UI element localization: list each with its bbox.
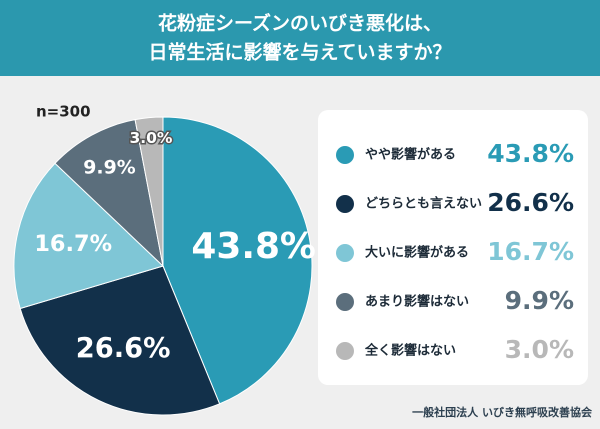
legend-swatch xyxy=(336,342,354,360)
legend-label: 全く影響はない xyxy=(364,343,456,359)
chart-title: 花粉症シーズンのいびき悪化は、 xyxy=(158,12,442,35)
slice-label: 16.7% xyxy=(34,231,112,257)
chart-title: 日常生活に影響を与えていますか？ xyxy=(148,41,451,64)
pie-slice xyxy=(13,162,164,310)
slice-label: 43.8% xyxy=(191,226,316,267)
legend-label: 大いに影響がある xyxy=(365,245,469,261)
legend-value: 26.6% xyxy=(487,188,574,217)
pie-slice xyxy=(134,116,164,267)
sample-size: n=300 xyxy=(36,103,91,121)
slice-label: 26.6% xyxy=(76,333,171,364)
pie-slice xyxy=(19,265,221,416)
slice-label: 9.9% xyxy=(83,156,135,178)
legend-box xyxy=(318,110,588,385)
legend-label: あまり影響はない xyxy=(365,294,469,310)
header-band xyxy=(0,0,600,76)
legend-swatch xyxy=(336,244,354,262)
legend-value: 9.9% xyxy=(505,286,574,315)
legend-swatch xyxy=(336,293,354,311)
legend-label: やや影響がある xyxy=(365,147,456,163)
pie: 43.8% 26.6% 16.7% 9.9% 3.0% xyxy=(13,116,316,416)
legend: やや影響がある 43.8% どちらとも言えない 26.6% 大いに影響がある 16.7% あ… xyxy=(336,139,574,364)
legend-swatch xyxy=(336,195,354,213)
slice-label: 3.0% xyxy=(129,129,172,147)
legend-label: どちらとも言えない xyxy=(365,196,482,212)
legend-value: 3.0% xyxy=(505,335,574,364)
pie-slice xyxy=(162,116,313,405)
legend-value: 16.7% xyxy=(487,237,574,266)
source: 一般社団法人 いびき無呼吸改善協会 xyxy=(412,405,593,419)
pie-slice xyxy=(54,119,164,268)
legend-swatch xyxy=(336,146,354,164)
legend-value: 43.8% xyxy=(487,139,574,168)
